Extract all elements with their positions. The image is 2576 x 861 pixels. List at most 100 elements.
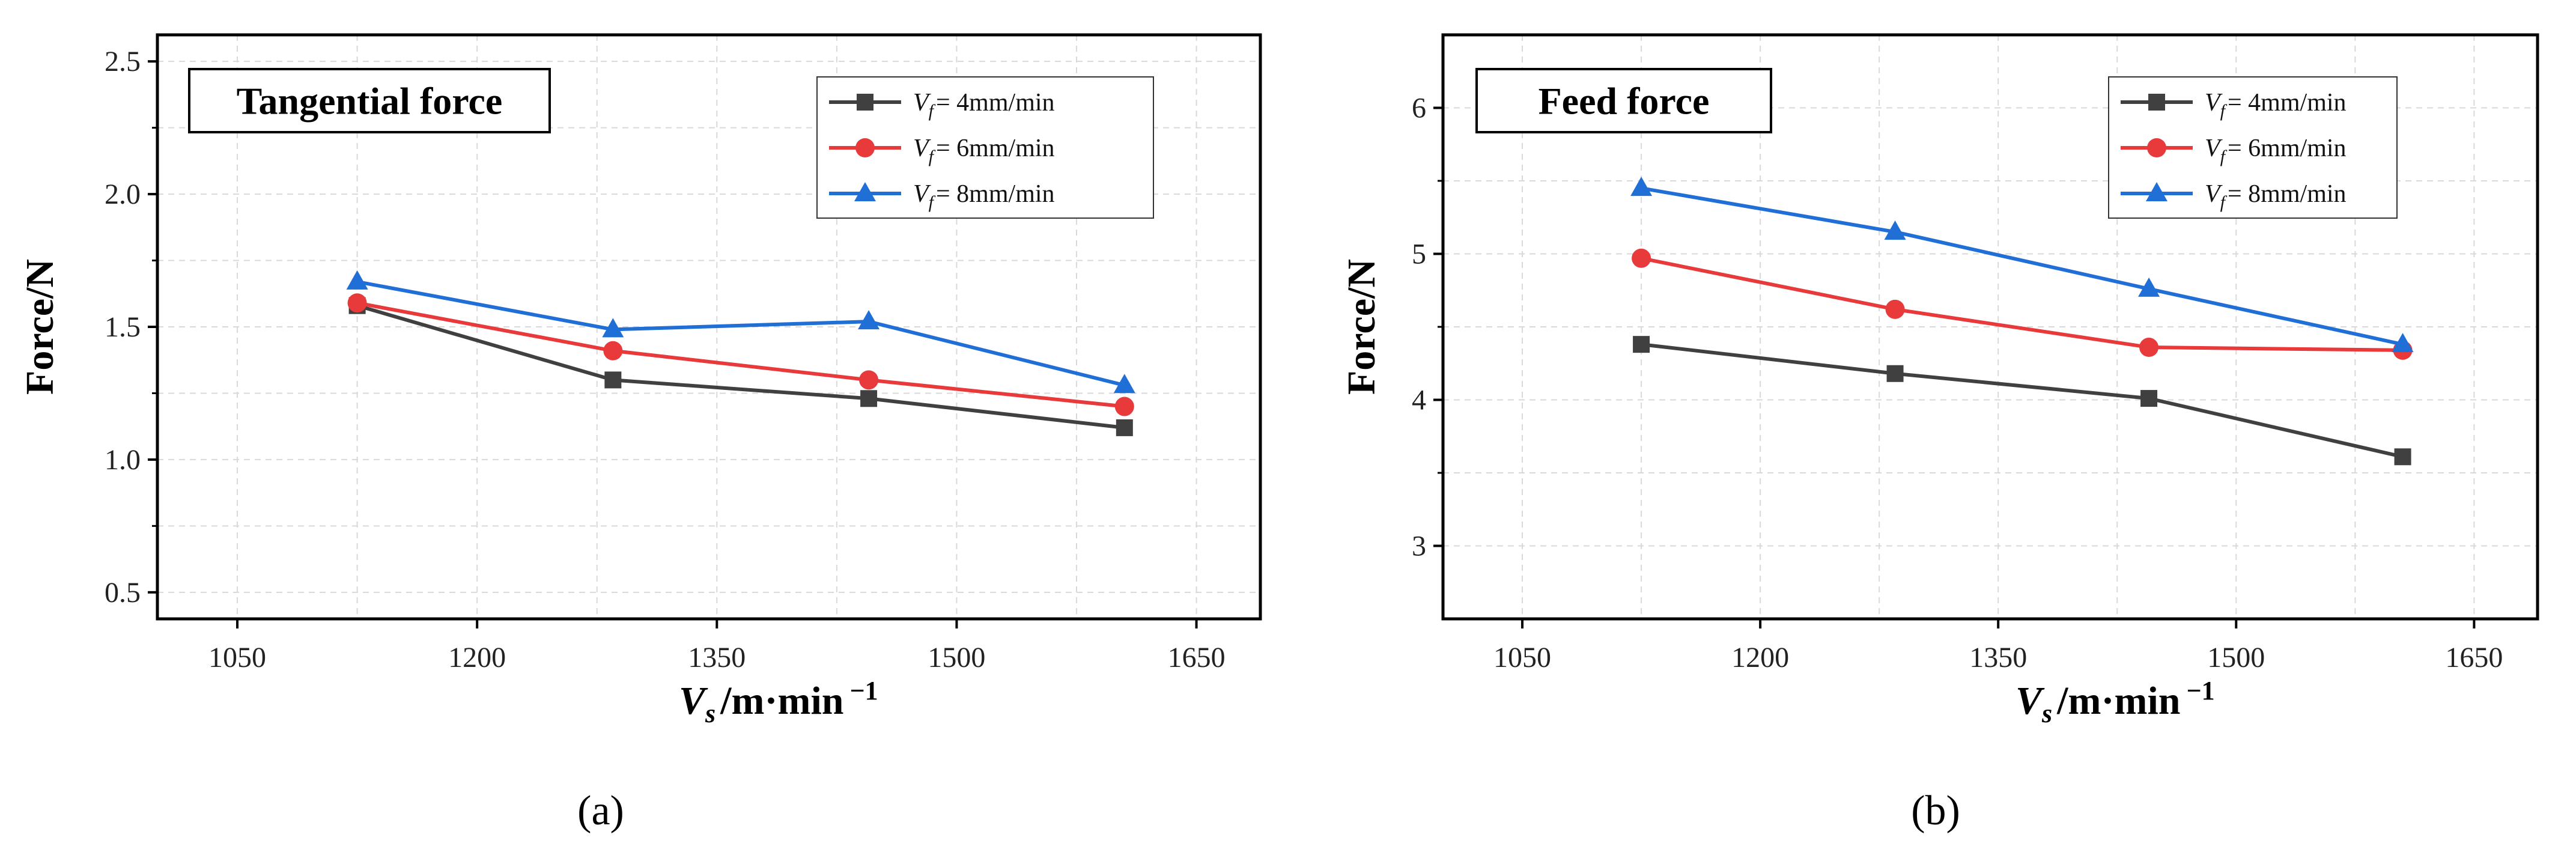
data-point <box>1885 299 1905 319</box>
legend-label-text: = 6mm/min <box>936 135 1055 162</box>
data-point <box>1632 248 1651 268</box>
legend-label-var: V <box>913 180 931 208</box>
x-tick-label: 1050 <box>1493 642 1551 674</box>
legend-entry: Vf= 4mm/min <box>829 89 1055 121</box>
data-point <box>1113 374 1135 394</box>
legend-label-var: V <box>913 89 931 117</box>
y-tick-label: 4 <box>1412 385 1426 416</box>
data-point <box>603 341 623 361</box>
x-tick-label: 1650 <box>1168 642 1226 674</box>
panel-label: (a) <box>577 788 624 834</box>
data-point <box>346 270 368 290</box>
series-line <box>357 301 1125 409</box>
series-2 <box>346 270 1135 394</box>
data-point <box>1886 365 1904 382</box>
annotation-label: Feed force <box>1539 80 1710 123</box>
data-point <box>1116 419 1133 436</box>
data-point <box>347 293 367 313</box>
series-line <box>1641 342 2404 459</box>
legend-entry: Vf= 6mm/min <box>829 135 1055 166</box>
series-line <box>1641 256 2403 352</box>
annotation-box <box>188 68 551 133</box>
x-axis-title-var: V <box>2016 679 2045 723</box>
data-point <box>602 318 624 338</box>
x-axis-title-sub: s <box>705 699 715 728</box>
x-tick-label: 1350 <box>1969 642 2027 674</box>
legend-marker <box>857 94 873 111</box>
legend-entry: Vf= 8mm/min <box>2121 180 2347 212</box>
legend-marker <box>855 138 875 157</box>
y-tick-label: 6 <box>1412 93 1426 124</box>
annotation-label: Tangential force <box>237 80 503 123</box>
panel-label: (b) <box>1911 788 1960 834</box>
y-tick-label: 3 <box>1412 531 1426 562</box>
annotation-box <box>1475 68 1772 133</box>
legend-label-text: = 8mm/min <box>936 180 1055 208</box>
x-tick-label: 1500 <box>2207 642 2265 674</box>
legend-marker <box>2148 94 2165 111</box>
x-tick-label: 1200 <box>1731 642 1789 674</box>
legend-label-var: V <box>913 135 931 162</box>
series-1 <box>1632 248 2413 360</box>
y-tick-label: 1.0 <box>105 444 141 476</box>
series-2 <box>1630 177 2414 353</box>
legend-label: Vf= 4mm/min <box>2205 89 2347 121</box>
x-tick-label: 1050 <box>208 642 266 674</box>
chart-panel-a: 1050 1200 1350 1500 1650 0.5 1.0 1.5 2.0 2.5 Force… <box>18 33 1262 834</box>
series-1 <box>347 293 1134 416</box>
x-tick-label: 1350 <box>688 642 746 674</box>
legend-marker <box>854 182 876 201</box>
y-tick-label: 2.5 <box>105 46 141 78</box>
series-0 <box>1633 336 2411 466</box>
x-axis-title: Vs/m·min −1 <box>679 676 878 728</box>
legend-entry: Vf= 8mm/min <box>829 180 1055 212</box>
data-point <box>2394 448 2411 466</box>
series-0 <box>348 297 1133 436</box>
legend-marker <box>2146 182 2167 201</box>
data-point <box>2140 390 2158 407</box>
x-axis-title-exp: −1 <box>850 676 878 705</box>
y-tick-label: 0.5 <box>105 577 141 609</box>
legend-label-var: V <box>2205 135 2223 162</box>
x-axis-title-unit: /m·min <box>2056 679 2180 723</box>
series-line <box>357 279 1125 388</box>
legend: Vf= 4mm/min Vf= 6mm/min Vf= 8mm/min <box>816 76 1154 219</box>
x-axis-title-exp: −1 <box>2187 676 2215 705</box>
data-point <box>604 371 622 389</box>
legend-label: Vf= 8mm/min <box>2205 180 2347 212</box>
y-axis-title: Force/N <box>1340 259 1384 395</box>
legend-label-text: = 6mm/min <box>2228 135 2347 162</box>
legend-marker <box>2147 138 2166 157</box>
data-point <box>858 310 880 330</box>
x-axis-title-sub: s <box>2041 699 2052 728</box>
data-point <box>2138 277 2160 297</box>
data-point <box>1630 177 1653 196</box>
data-point <box>859 370 879 390</box>
y-axis-title: Force/N <box>18 259 62 395</box>
data-point <box>2139 338 2159 357</box>
y-tick-label: 2.0 <box>105 178 141 210</box>
data-point <box>1633 336 1650 353</box>
legend-entry: Vf= 4mm/min <box>2121 89 2347 121</box>
y-tick-label: 5 <box>1412 239 1426 270</box>
data-point <box>1114 397 1134 416</box>
x-tick-label: 1650 <box>2445 642 2503 674</box>
legend-label: Vf= 4mm/min <box>913 89 1055 121</box>
data-point <box>2392 333 2414 353</box>
x-axis-title-var: V <box>679 679 708 723</box>
x-tick-label: 1200 <box>448 642 506 674</box>
x-axis-title-unit: /m·min <box>720 679 843 723</box>
legend-label: Vf= 8mm/min <box>913 180 1055 212</box>
legend-label-var: V <box>2205 89 2223 117</box>
series-line <box>1641 186 2404 347</box>
y-tick-label: 1.5 <box>105 311 141 343</box>
x-tick-label: 1500 <box>928 642 985 674</box>
data-point <box>860 390 878 407</box>
data-point <box>1884 221 1906 240</box>
legend-label-text: = 8mm/min <box>2228 180 2347 208</box>
series-line <box>356 303 1125 430</box>
chart-panel-b: 1050 1200 1350 1500 1650 3 4 5 6 Force/N Vs/m·min −… <box>1340 33 2539 834</box>
legend-label-var: V <box>2205 180 2223 208</box>
